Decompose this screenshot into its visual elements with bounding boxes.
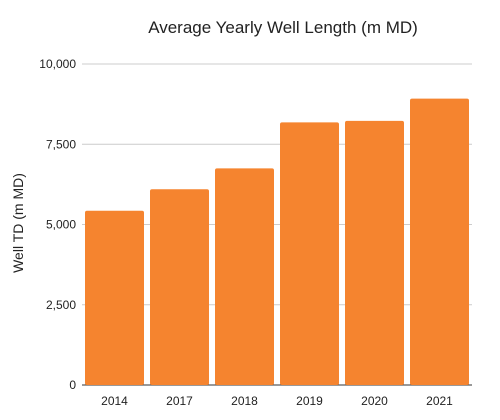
- x-tick-label: 2014: [101, 394, 128, 408]
- x-axis-ticks: 2014 2017 2018 2019 2020 2021: [101, 394, 453, 408]
- y-tick-label: 5,000: [46, 218, 76, 232]
- x-tick-label: 2017: [166, 394, 193, 408]
- bar-2020: [345, 120, 404, 385]
- bar-2014: [85, 210, 144, 385]
- bar-2019: [280, 122, 339, 385]
- y-axis-label: Well TD (m MD): [10, 173, 26, 273]
- gridlines: [82, 63, 472, 386]
- y-tick-label: 2,500: [46, 298, 76, 312]
- x-tick-label: 2018: [231, 394, 258, 408]
- x-tick-label: 2021: [426, 394, 453, 408]
- bar-2018: [215, 168, 274, 385]
- x-tick-label: 2019: [296, 394, 323, 408]
- y-tick-label: 0: [69, 378, 76, 392]
- y-axis-ticks: 0 2,500 5,000 7,500 10,000: [39, 57, 76, 392]
- bar-2017: [150, 189, 209, 385]
- y-tick-label: 7,500: [46, 137, 76, 151]
- bars: [85, 98, 469, 385]
- chart-title: Average Yearly Well Length (m MD): [148, 18, 418, 37]
- bar-2021: [410, 98, 469, 385]
- y-tick-label: 10,000: [39, 57, 76, 71]
- x-tick-label: 2020: [361, 394, 388, 408]
